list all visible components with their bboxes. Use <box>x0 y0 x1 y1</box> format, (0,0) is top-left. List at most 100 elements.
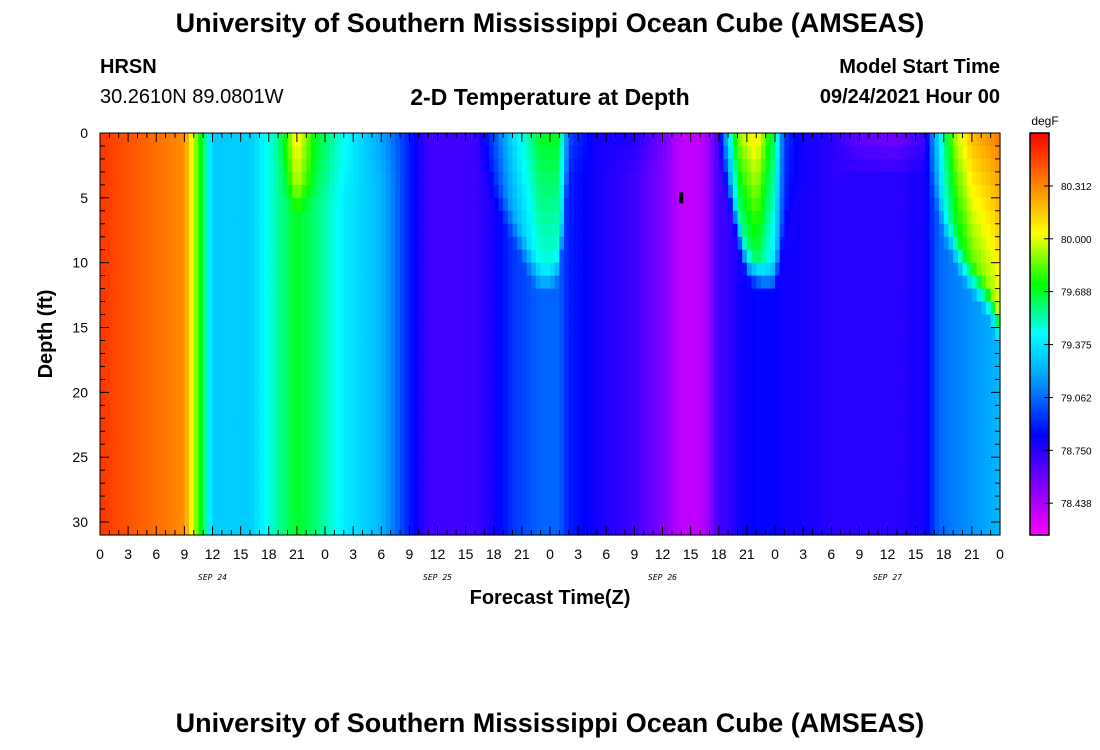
heatmap-cell <box>831 275 837 290</box>
heatmap-cell <box>503 444 509 458</box>
heatmap-cell <box>465 197 471 212</box>
heatmap-cell <box>376 509 382 523</box>
heatmap-cell <box>732 353 739 368</box>
heatmap-cell <box>362 197 368 212</box>
heatmap-cell <box>353 340 359 355</box>
heatmap-cell <box>840 171 846 186</box>
heatmap-cell <box>268 327 275 342</box>
heatmap-cell <box>437 392 443 406</box>
heatmap-cell <box>100 249 106 264</box>
heatmap-cell <box>676 314 682 329</box>
heatmap-cell <box>564 470 570 484</box>
heatmap-cell <box>114 158 120 173</box>
heatmap-cell <box>442 236 448 251</box>
heatmap-cell <box>700 418 706 432</box>
heatmap-cell <box>414 184 420 199</box>
heatmap-cell <box>793 379 800 393</box>
heatmap-cell <box>676 340 682 355</box>
heatmap-cell <box>193 405 200 419</box>
heatmap-cell <box>310 470 317 484</box>
heatmap-cell <box>132 418 139 432</box>
heatmap-cell <box>118 483 125 497</box>
heatmap-cell <box>165 197 171 212</box>
heatmap-cell <box>245 379 251 393</box>
heatmap-cell <box>306 327 312 342</box>
heatmap-cell <box>620 457 626 471</box>
heatmap-cell <box>667 275 673 290</box>
heatmap-cell <box>625 431 631 445</box>
heatmap-cell <box>470 431 476 445</box>
heatmap-cell <box>526 379 532 393</box>
heatmap-cell <box>540 133 546 147</box>
heatmap-cell <box>503 496 509 510</box>
heatmap-cell <box>278 301 284 316</box>
heatmap-cell <box>306 275 312 290</box>
heatmap-cell <box>437 431 443 445</box>
heatmap-cell <box>610 236 617 251</box>
heatmap-cell <box>512 275 518 290</box>
heatmap-cell <box>240 262 246 277</box>
heatmap-cell <box>465 340 471 355</box>
heatmap-cell <box>189 483 195 497</box>
heatmap-cell <box>676 197 682 212</box>
heatmap-cell <box>479 444 485 458</box>
heatmap-cell <box>835 288 842 303</box>
heatmap-cell <box>193 366 200 380</box>
heatmap-cell <box>142 223 148 238</box>
heatmap-cell <box>620 496 626 510</box>
heatmap-cell <box>320 171 326 186</box>
heatmap-cell <box>685 301 692 316</box>
heatmap-cell <box>390 301 396 316</box>
heatmap-cell <box>784 197 790 212</box>
heatmap-cell <box>807 145 814 160</box>
heatmap-cell <box>217 366 223 380</box>
heatmap-cell <box>470 366 476 380</box>
heatmap-cell <box>315 496 321 510</box>
heatmap-cell <box>310 236 317 251</box>
model-start-value: 09/24/2021 Hour 00 <box>819 86 1000 108</box>
heatmap-cell <box>320 522 326 536</box>
heatmap-cell <box>250 197 256 212</box>
heatmap-cell <box>362 470 368 484</box>
heatmap-cell <box>746 353 753 368</box>
heatmap-cell <box>357 275 364 290</box>
heatmap-cell <box>559 314 565 329</box>
heatmap-cell <box>189 405 195 419</box>
heatmap-cell <box>146 249 153 264</box>
heatmap-cell <box>442 470 448 484</box>
heatmap-cell <box>306 236 312 251</box>
heatmap-cell <box>226 340 232 355</box>
heatmap-cell <box>118 210 125 225</box>
heatmap-cell <box>329 197 335 212</box>
heatmap-cell <box>160 133 167 147</box>
heatmap-cell <box>629 327 635 342</box>
heatmap-cell <box>428 340 434 355</box>
heatmap-cell <box>475 236 481 251</box>
heatmap-cell <box>114 184 120 199</box>
heatmap-cell <box>756 262 762 277</box>
heatmap-cell <box>465 444 471 458</box>
heatmap-cell <box>151 483 157 497</box>
heatmap-cell <box>221 470 228 484</box>
heatmap-cell <box>507 353 514 368</box>
heatmap-cell <box>723 340 729 355</box>
heatmap-cell <box>709 327 715 342</box>
heatmap-cell <box>339 353 345 368</box>
heatmap-cell <box>264 236 270 251</box>
heatmap-cell <box>831 327 837 342</box>
heatmap-cell <box>310 133 317 147</box>
heatmap-cell <box>245 392 251 406</box>
heatmap-cell <box>259 366 265 380</box>
heatmap-cell <box>217 158 223 173</box>
heatmap-cell <box>212 431 218 445</box>
heatmap-cell <box>550 353 556 368</box>
heatmap-cell <box>807 327 814 342</box>
heatmap-cell <box>254 249 260 264</box>
heatmap-cell <box>193 171 200 186</box>
heatmap-cell <box>728 236 734 251</box>
heatmap-cell <box>746 171 753 186</box>
heatmap-cell <box>489 509 495 523</box>
heatmap-cell <box>189 418 195 432</box>
heatmap-cell <box>681 431 687 445</box>
heatmap-cell <box>789 405 795 419</box>
